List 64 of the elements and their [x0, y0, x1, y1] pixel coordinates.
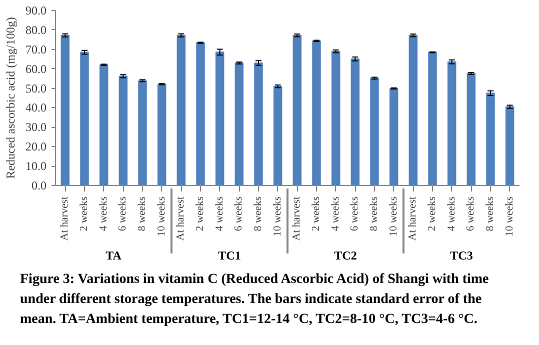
text: TA	[106, 248, 122, 263]
x-tick-label: 10 weeks	[156, 196, 168, 236]
bar	[118, 76, 128, 186]
text: TC1	[218, 248, 241, 263]
x-tick-label: 4 weeks	[446, 196, 458, 232]
bar	[389, 88, 398, 186]
x-tick-label: 8 weeks	[369, 196, 380, 232]
x-tick-label: At harvest	[292, 196, 303, 241]
x-tick-label: 4 weeks	[98, 196, 110, 232]
y-tick-label: 0.0	[32, 178, 46, 192]
x-tick-label: 10 weeks	[272, 196, 284, 236]
x-tick-label: 4 weeks	[330, 196, 342, 232]
text: TC2	[334, 248, 357, 263]
x-tick-label: At harvest	[176, 196, 187, 241]
x-tick-label: 2 weeks	[79, 196, 90, 232]
x-tick-label: 6 weeks	[118, 196, 129, 232]
bar	[370, 78, 379, 186]
bar	[292, 34, 302, 186]
y-tick-label: 10.0	[26, 159, 46, 174]
y-tick-label: 50.0	[26, 81, 46, 96]
x-tick-label: 4 weeks	[214, 196, 226, 232]
y-tick-label: 30.0	[26, 120, 46, 134]
bar	[234, 62, 244, 186]
text: TC3	[450, 248, 473, 263]
x-tick-label: 6 weeks	[234, 196, 245, 232]
y-axis-title: Reduced ascorbic acid (mg/100g)	[4, 17, 18, 179]
y-tick-label: 90.0	[26, 4, 46, 18]
bar	[312, 40, 321, 186]
x-tick-label: At harvest	[60, 196, 71, 241]
x-tick-label: At harvest	[408, 196, 419, 241]
bar	[254, 62, 263, 186]
bar	[60, 34, 70, 186]
x-tick-label: 6 weeks	[350, 196, 361, 232]
bar	[428, 52, 437, 186]
y-tick-label: 80.0	[26, 22, 46, 37]
x-tick-label: 2 weeks	[195, 196, 206, 232]
x-tick-label: 8 weeks	[253, 196, 264, 232]
bar	[408, 34, 418, 186]
bar	[350, 58, 360, 186]
x-tick-label: 2 weeks	[427, 196, 438, 232]
bar	[505, 106, 514, 186]
y-tick-label: 40.0	[26, 100, 46, 115]
y-tick-label: 60.0	[26, 62, 46, 76]
x-tick-label: 10 weeks	[504, 196, 516, 236]
x-tick-label: 10 weeks	[388, 196, 400, 236]
y-tick-label: 20.0	[26, 140, 46, 154]
x-tick-label: 8 weeks	[485, 196, 496, 232]
bar	[273, 86, 282, 186]
bar	[486, 92, 495, 186]
text: Figure 3: Variations in vitamin C (Reduced Ascorbic Acid) of Shangi with time under different storage temperatures. The bars indicate standard error of the mean. TA=Ambient temperature, TC1=12-14 °C, TC2=8-10 °C, TC3=4-6 °C.	[20, 271, 490, 329]
x-tick-label: 8 weeks	[137, 196, 148, 232]
x-tick-label: 2 weeks	[311, 196, 322, 232]
bar	[447, 61, 456, 186]
bar	[80, 52, 89, 186]
bar	[157, 84, 166, 186]
bar	[466, 73, 476, 186]
bar	[138, 80, 147, 186]
x-tick-label: 6 weeks	[466, 196, 477, 232]
bar	[196, 42, 205, 186]
bar	[215, 52, 224, 186]
y-tick-label: 70.0	[26, 42, 46, 56]
bar	[176, 34, 186, 186]
bar	[99, 64, 108, 186]
bar	[331, 50, 340, 186]
